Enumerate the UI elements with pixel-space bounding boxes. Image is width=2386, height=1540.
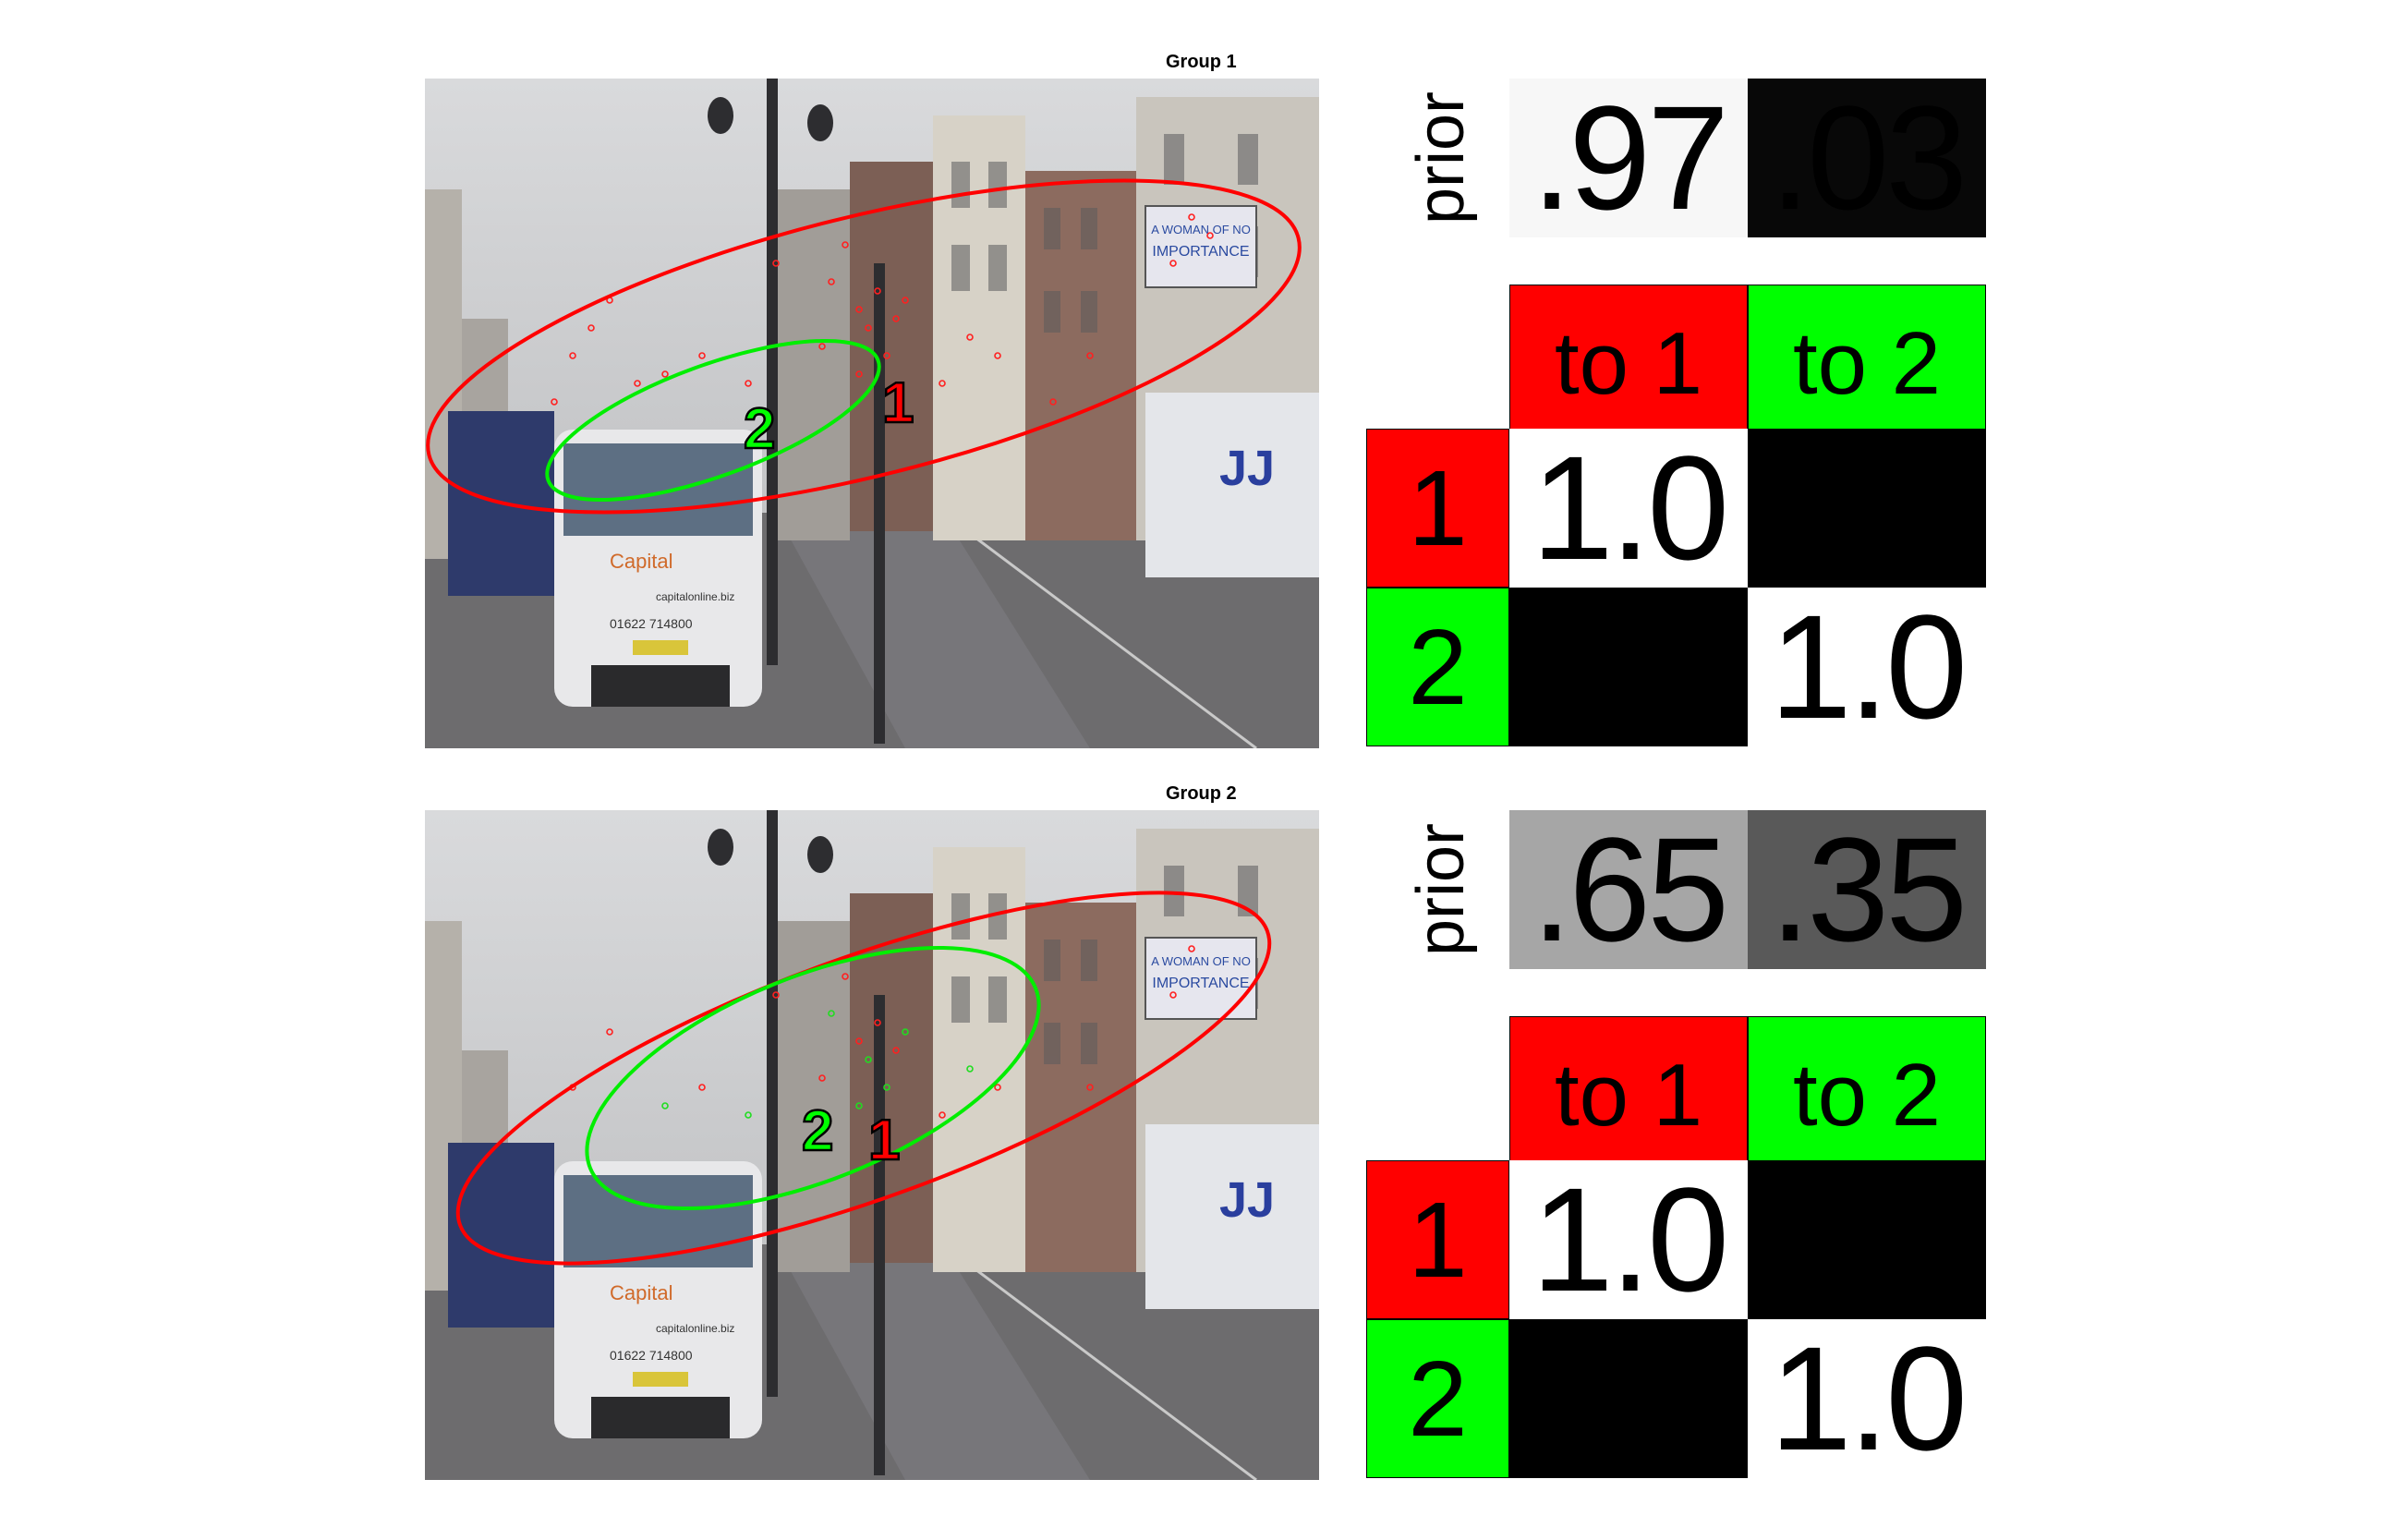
- col-header-to-2: to 2: [1748, 285, 1986, 443]
- matrix-cell-1-1: 1.0: [1509, 429, 1748, 588]
- group-2-panel: Group 2 A WOMAN OF NO IMPORTANCE: [0, 732, 2386, 1480]
- matrix-cell-1-2: [1748, 1160, 1986, 1319]
- marker-2: 2: [744, 397, 775, 461]
- matrix-cell-2-1: [1509, 1319, 1748, 1478]
- row-header-1: 1: [1366, 429, 1509, 588]
- group-2-ellipse: [545, 338, 881, 503]
- truck-logo-text: JJ: [1219, 441, 1275, 496]
- truck-logo-text: JJ: [1219, 1172, 1275, 1228]
- panel-title: Group 2: [1166, 783, 1237, 804]
- gaze-points-red: [551, 213, 1214, 406]
- billboard-text-2: IMPORTANCE: [1152, 244, 1249, 260]
- matrix-cell-2-2: 1.0: [1748, 588, 1986, 746]
- prior-label: prior: [1404, 822, 1479, 957]
- street-scene-image: A WOMAN OF NO IMPORTANCE Capital 01622 7…: [425, 79, 1319, 748]
- marker-1: 1: [882, 371, 914, 435]
- group-1-ellipse: [426, 178, 1302, 515]
- matrix-cell-2-2: 1.0: [1748, 1319, 1986, 1478]
- van-web-text: capitalonline.biz: [656, 1322, 734, 1335]
- group-1-panel: Group 1 A WOMAN OF: [0, 0, 2386, 748]
- prior-cell-2: .03: [1748, 79, 1986, 237]
- col-header-to-1: to 1: [1509, 1016, 1748, 1175]
- gaze-points-mixed: [569, 945, 1195, 1119]
- billboard-text-1: A WOMAN OF NO: [1151, 223, 1251, 236]
- van-brand-text: Capital: [610, 550, 672, 573]
- van-phone-text: 01622 714800: [610, 1348, 693, 1363]
- prior-cell-2: .35: [1748, 810, 1986, 969]
- marker-1: 1: [868, 1109, 900, 1172]
- col-header-to-2: to 2: [1748, 1016, 1986, 1175]
- prior-cell-1: .65: [1509, 810, 1748, 969]
- matrix-cell-1-2: [1748, 429, 1986, 588]
- van-phone-text: 01622 714800: [610, 616, 693, 631]
- row-header-2: 2: [1366, 588, 1509, 746]
- group-2-ellipse: [585, 945, 1041, 1211]
- matrix-cell-2-1: [1509, 588, 1748, 746]
- billboard-text-2: IMPORTANCE: [1152, 976, 1249, 991]
- panel-title: Group 1: [1166, 52, 1237, 72]
- prior-cell-1: .97: [1509, 79, 1748, 237]
- street-scene-image: A WOMAN OF NO IMPORTANCE Capital 01622 7…: [425, 810, 1319, 1480]
- van-web-text: capitalonline.biz: [656, 590, 734, 603]
- van-brand-text: Capital: [610, 1281, 672, 1304]
- prior-label: prior: [1404, 91, 1479, 225]
- billboard-text-1: A WOMAN OF NO: [1151, 954, 1251, 968]
- matrix-cell-1-1: 1.0: [1509, 1160, 1748, 1319]
- row-header-1: 1: [1366, 1160, 1509, 1319]
- row-header-2: 2: [1366, 1319, 1509, 1478]
- col-header-to-1: to 1: [1509, 285, 1748, 443]
- marker-2: 2: [802, 1099, 833, 1163]
